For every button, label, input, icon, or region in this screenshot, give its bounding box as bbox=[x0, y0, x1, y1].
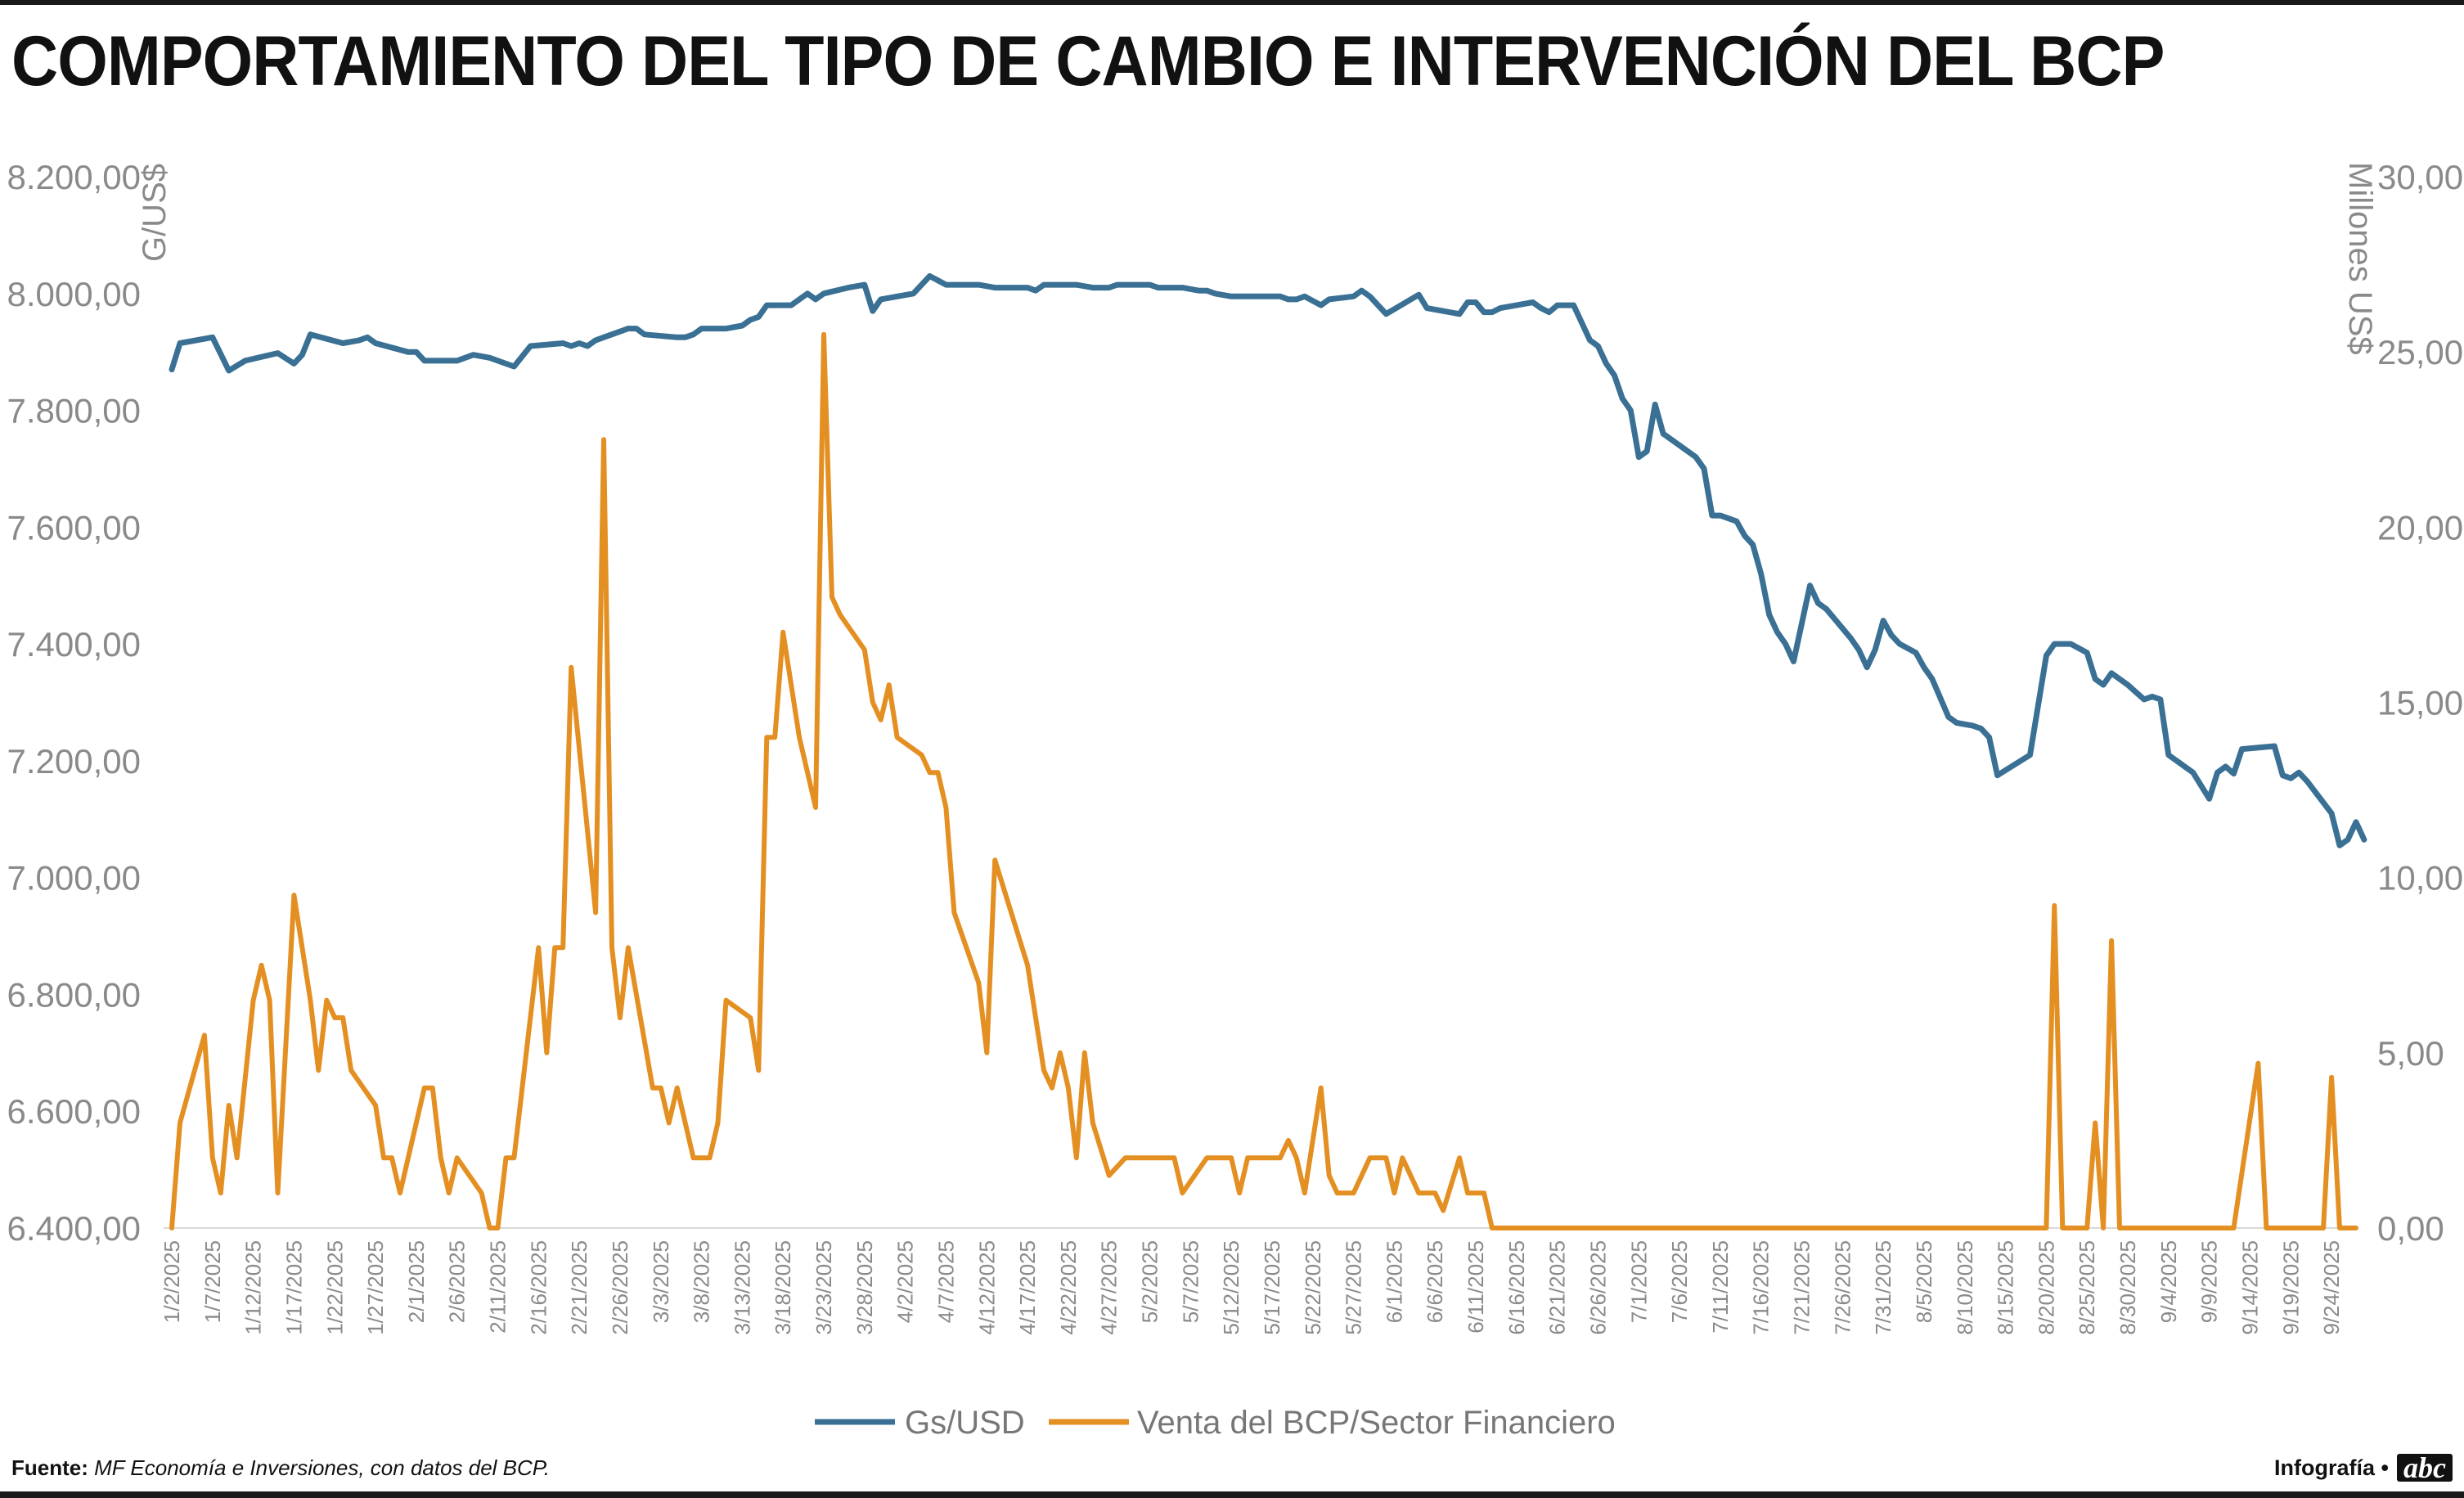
y-tick-label: 8.200,00 bbox=[7, 158, 142, 196]
y2-tick-label: 0,00 bbox=[2377, 1209, 2444, 1248]
x-tick-label: 7/21/2025 bbox=[1790, 1240, 1814, 1335]
x-tick-label: 4/17/2025 bbox=[1015, 1240, 1040, 1335]
bottom-rule bbox=[0, 1491, 2464, 1498]
y-tick-label: 6.400,00 bbox=[7, 1209, 142, 1248]
x-tick-label: 6/6/2025 bbox=[1423, 1240, 1447, 1323]
x-tick-label: 7/31/2025 bbox=[1871, 1240, 1895, 1335]
y-tick-label: 6.600,00 bbox=[7, 1092, 142, 1131]
x-tick-label: 9/9/2025 bbox=[2197, 1240, 2222, 1323]
x-tick-label: 5/2/2025 bbox=[1138, 1240, 1162, 1323]
x-tick-label: 2/6/2025 bbox=[445, 1240, 470, 1323]
x-tick-label: 4/12/2025 bbox=[974, 1240, 999, 1335]
x-tick-label: 3/28/2025 bbox=[852, 1240, 877, 1335]
y2-tick-label: 10,00 bbox=[2377, 859, 2463, 897]
x-tick-label: 3/18/2025 bbox=[771, 1240, 795, 1335]
x-tick-label: 9/19/2025 bbox=[2278, 1240, 2303, 1335]
y2-tick-label: 25,00 bbox=[2377, 333, 2463, 371]
x-tick-label: 1/27/2025 bbox=[363, 1240, 388, 1335]
x-tick-label: 1/7/2025 bbox=[200, 1240, 225, 1323]
x-tick-label: 7/26/2025 bbox=[1830, 1240, 1855, 1335]
x-tick-label: 7/11/2025 bbox=[1708, 1240, 1733, 1334]
x-tick-label: 6/26/2025 bbox=[1585, 1240, 1610, 1335]
y-tick-label: 8.000,00 bbox=[7, 275, 142, 313]
x-tick-label: 4/2/2025 bbox=[893, 1240, 918, 1323]
x-tick-label: 3/3/2025 bbox=[649, 1240, 673, 1323]
x-tick-label: 4/7/2025 bbox=[933, 1240, 958, 1323]
series-line-venta-bcp bbox=[169, 331, 2358, 1230]
x-tick-label: 2/11/2025 bbox=[486, 1240, 510, 1334]
y2-tick-label: 15,00 bbox=[2377, 684, 2463, 722]
y-axis-label: G/US$ bbox=[137, 164, 173, 262]
legend-label-venta-bcp: Venta del BCP/Sector Financiero bbox=[1137, 1405, 1616, 1441]
x-tick-label: 5/22/2025 bbox=[1301, 1240, 1325, 1335]
y-tick-label: 7.000,00 bbox=[7, 859, 142, 897]
x-tick-label: 9/24/2025 bbox=[2319, 1240, 2344, 1335]
y-tick-label: 6.800,00 bbox=[7, 975, 142, 1014]
x-tick-label: 7/1/2025 bbox=[1626, 1240, 1651, 1323]
x-tick-label: 6/16/2025 bbox=[1504, 1240, 1529, 1335]
y2-tick-label: 30,00 bbox=[2377, 158, 2463, 196]
left-axis-ticks: 6.400,00 6.600,00 6.800,00 7.000,00 7.200,00… bbox=[7, 158, 142, 1248]
page-title: COMPORTAMIENTO DEL TIPO DE CAMBIO E INTE… bbox=[11, 22, 2165, 101]
x-tick-label: 7/6/2025 bbox=[1667, 1240, 1692, 1323]
x-tick-label: 8/30/2025 bbox=[2116, 1240, 2140, 1335]
x-tick-label: 1/2/2025 bbox=[160, 1240, 184, 1323]
credit: Infografía • abc bbox=[2274, 1451, 2453, 1484]
legend: Gs/USD Venta del BCP/Sector Financiero bbox=[815, 1405, 1616, 1441]
x-tick-label: 2/26/2025 bbox=[608, 1240, 632, 1335]
x-tick-label: 2/21/2025 bbox=[567, 1240, 591, 1335]
x-tick-label: 9/4/2025 bbox=[2156, 1240, 2181, 1323]
series-line-gs-usd bbox=[169, 272, 2367, 848]
x-tick-label: 2/1/2025 bbox=[404, 1240, 429, 1323]
top-rule bbox=[0, 0, 2464, 5]
x-tick-label: 1/22/2025 bbox=[322, 1240, 347, 1335]
y-tick-label: 7.200,00 bbox=[7, 742, 142, 780]
abc-logo: abc bbox=[2397, 1453, 2453, 1482]
x-tick-label: 6/1/2025 bbox=[1382, 1240, 1406, 1323]
x-tick-label: 6/21/2025 bbox=[1545, 1240, 1570, 1335]
x-tick-label: 4/22/2025 bbox=[1056, 1240, 1081, 1335]
x-tick-label: 5/17/2025 bbox=[1260, 1240, 1284, 1335]
source-note: Fuente: MF Economía e Inversiones, con d… bbox=[11, 1451, 550, 1484]
credit-label: Infografía • bbox=[2274, 1455, 2390, 1480]
x-tick-label: 5/12/2025 bbox=[1219, 1240, 1243, 1335]
y-tick-label: 7.800,00 bbox=[7, 392, 142, 430]
source-label: Fuente: bbox=[11, 1455, 88, 1480]
x-tick-label: 3/13/2025 bbox=[730, 1240, 754, 1335]
x-tick-label: 5/27/2025 bbox=[1342, 1240, 1366, 1335]
x-tick-label: 8/25/2025 bbox=[2075, 1240, 2099, 1335]
x-tick-label: 9/14/2025 bbox=[2237, 1240, 2262, 1335]
y2-tick-label: 5,00 bbox=[2377, 1034, 2444, 1073]
x-tick-label: 2/16/2025 bbox=[526, 1240, 551, 1335]
x-tick-label: 1/17/2025 bbox=[281, 1240, 306, 1335]
y2-tick-label: 20,00 bbox=[2377, 508, 2463, 547]
x-tick-label: 8/10/2025 bbox=[1953, 1240, 1977, 1335]
x-tick-label: 5/7/2025 bbox=[1178, 1240, 1203, 1323]
x-tick-label: 8/5/2025 bbox=[1912, 1240, 1936, 1323]
x-tick-label: 8/15/2025 bbox=[1994, 1240, 2018, 1335]
x-tick-label: 6/11/2025 bbox=[1464, 1240, 1488, 1334]
x-tick-label: 3/8/2025 bbox=[690, 1240, 714, 1323]
legend-label-gs-usd: Gs/USD bbox=[905, 1405, 1025, 1441]
source-text: MF Economía e Inversiones, con datos del… bbox=[94, 1455, 551, 1480]
x-tick-label: 3/23/2025 bbox=[812, 1240, 836, 1335]
y2-axis-label: Millones US$ bbox=[2342, 162, 2378, 355]
y-tick-label: 7.600,00 bbox=[7, 508, 142, 547]
x-axis-ticks: 1/2/2025 1/7/2025 1/12/2025 1/17/2025 1/22/2… bbox=[160, 1240, 2344, 1335]
x-tick-label: 7/16/2025 bbox=[1749, 1240, 1774, 1335]
right-axis-ticks: 0,00 5,00 10,00 15,00 20,00 25,00 30,00 bbox=[2377, 158, 2463, 1248]
x-tick-label: 8/20/2025 bbox=[2034, 1240, 2058, 1335]
y-tick-label: 7.400,00 bbox=[7, 625, 142, 664]
x-tick-label: 4/27/2025 bbox=[1097, 1240, 1122, 1335]
x-tick-label: 1/12/2025 bbox=[241, 1240, 266, 1335]
